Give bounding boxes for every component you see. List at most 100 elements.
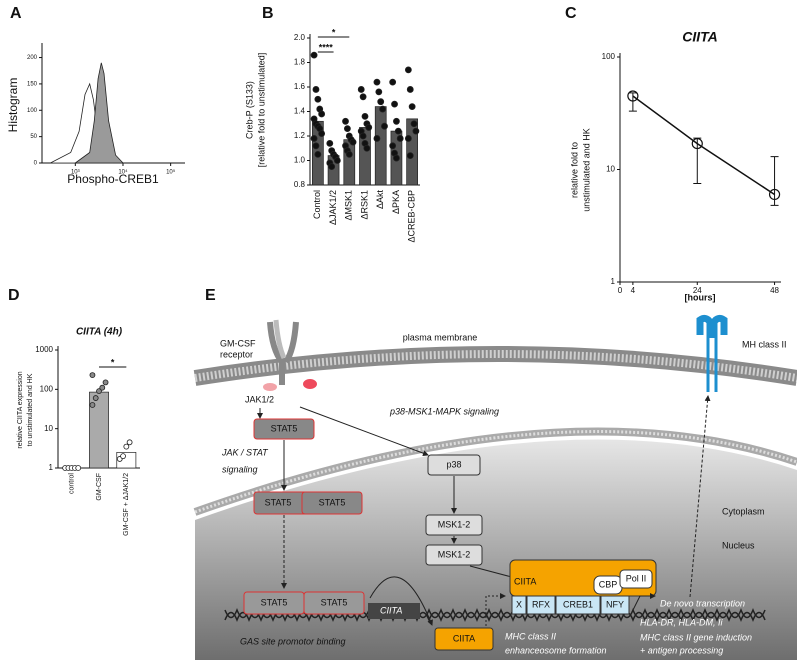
data-point <box>314 95 322 103</box>
data-point <box>310 51 318 59</box>
label: STAT5 <box>319 497 346 507</box>
data-point <box>89 402 96 408</box>
data-point <box>391 100 398 108</box>
y-tick-label: 100 <box>602 52 616 61</box>
y-tick-label: 1000 <box>35 345 53 354</box>
label: NFY <box>606 599 624 609</box>
receptor <box>273 319 287 360</box>
data-point <box>102 379 109 386</box>
label: MH class II <box>742 339 787 349</box>
data-point <box>406 86 414 93</box>
y-tick-label: 150 <box>27 81 38 87</box>
x-tick-label: control <box>69 473 76 494</box>
label: STAT5 <box>265 497 292 507</box>
receptor <box>267 321 299 385</box>
y-tick-label: 2.0 <box>294 33 306 42</box>
mhc-icon <box>696 314 728 392</box>
data-point <box>389 142 397 150</box>
data-point <box>89 372 96 379</box>
histogram-curve <box>74 62 124 164</box>
y-tick-label: 100 <box>40 384 54 393</box>
label: + antigen processing <box>640 645 723 655</box>
label: p38-MSK1-MAPK signaling <box>389 406 499 416</box>
x-tick-label: GM-CSF <box>96 473 103 501</box>
box <box>434 627 494 651</box>
data-point <box>361 113 369 120</box>
data-point <box>768 188 781 201</box>
data-point <box>312 142 320 150</box>
label: MSK1-2 <box>438 549 471 559</box>
label: GAS site promotor binding <box>240 636 346 646</box>
data-point <box>410 120 418 128</box>
mhc <box>696 314 728 338</box>
bar <box>406 118 418 186</box>
x-tick-label: 10⁵ <box>166 169 176 176</box>
y-axis-label: [relative fold to unstimulated] <box>256 53 266 168</box>
y-axis-label: Creb-P (S133) <box>244 81 254 139</box>
label: Nucleus <box>722 540 755 550</box>
y-tick-label: 200 <box>27 55 38 61</box>
y-axis-label: relative fold to <box>569 142 579 198</box>
label: p38 <box>446 459 461 469</box>
y-tick-label: 50 <box>30 134 37 140</box>
annotation: * <box>111 357 115 367</box>
y-tick-label: 1 <box>611 277 616 286</box>
data-point <box>357 86 365 93</box>
data-point <box>412 127 420 135</box>
label: JAK / STAT <box>221 447 269 457</box>
line <box>632 95 775 196</box>
y-tick-label: 1.4 <box>294 107 306 116</box>
data-point <box>691 137 703 150</box>
x-tick-label: ΔRSK1 <box>359 190 369 220</box>
label: Cytoplasm <box>722 506 765 516</box>
data-point <box>359 93 367 101</box>
data-point <box>373 135 381 142</box>
y-tick-label: 100 <box>27 108 38 114</box>
x-axis-label: Phospho-CREB1 <box>67 172 159 186</box>
label: plasma membrane <box>403 332 478 342</box>
box <box>425 544 483 566</box>
label: enhanceosome formation <box>505 645 607 655</box>
chart-title: CIITA (4h) <box>76 327 123 338</box>
data-point <box>345 150 353 158</box>
label: MHC class II gene induction <box>640 632 752 642</box>
x-tick-label: 24 <box>693 286 702 295</box>
arrow <box>631 593 656 613</box>
bar <box>374 106 387 186</box>
data-point <box>373 78 381 86</box>
x-axis-label: [hours] <box>685 292 716 302</box>
data-point <box>99 384 106 391</box>
data-point <box>404 135 412 142</box>
y-tick-label: 1.8 <box>294 58 306 67</box>
annotation: * <box>332 27 336 37</box>
box <box>511 595 527 615</box>
nuclear-envelope <box>194 430 797 514</box>
panel-letter: C <box>565 5 577 22</box>
data-point <box>393 117 400 125</box>
y-axis-label: unstimulated and HK <box>581 128 591 212</box>
box <box>555 595 601 615</box>
data-point <box>375 88 383 96</box>
data-point <box>126 439 133 446</box>
annotation: **** <box>319 42 334 52</box>
y-tick-label: 10 <box>606 165 615 174</box>
x-tick-label: 0 <box>618 286 623 295</box>
label: CIITA <box>453 633 475 643</box>
data-point <box>312 86 320 93</box>
y-axis-label: Histogram <box>6 78 20 133</box>
x-tick-label: 48 <box>770 286 779 295</box>
data-point <box>333 157 341 164</box>
jak <box>303 379 317 389</box>
data-point <box>389 78 397 86</box>
label: STAT5 <box>261 597 288 607</box>
x-tick-label: Control <box>312 190 322 219</box>
label: RFX <box>532 599 550 609</box>
label: Pol II <box>626 573 647 583</box>
data-point <box>343 125 351 133</box>
y-axis-label: to unstimulated and HK <box>27 373 34 446</box>
dna-strand <box>224 607 766 619</box>
x-tick-label: ΔAkt <box>375 190 385 210</box>
x-tick-label: ΔPKA <box>391 190 401 214</box>
x-tick-label: ΔCREB-CBP <box>407 190 417 243</box>
